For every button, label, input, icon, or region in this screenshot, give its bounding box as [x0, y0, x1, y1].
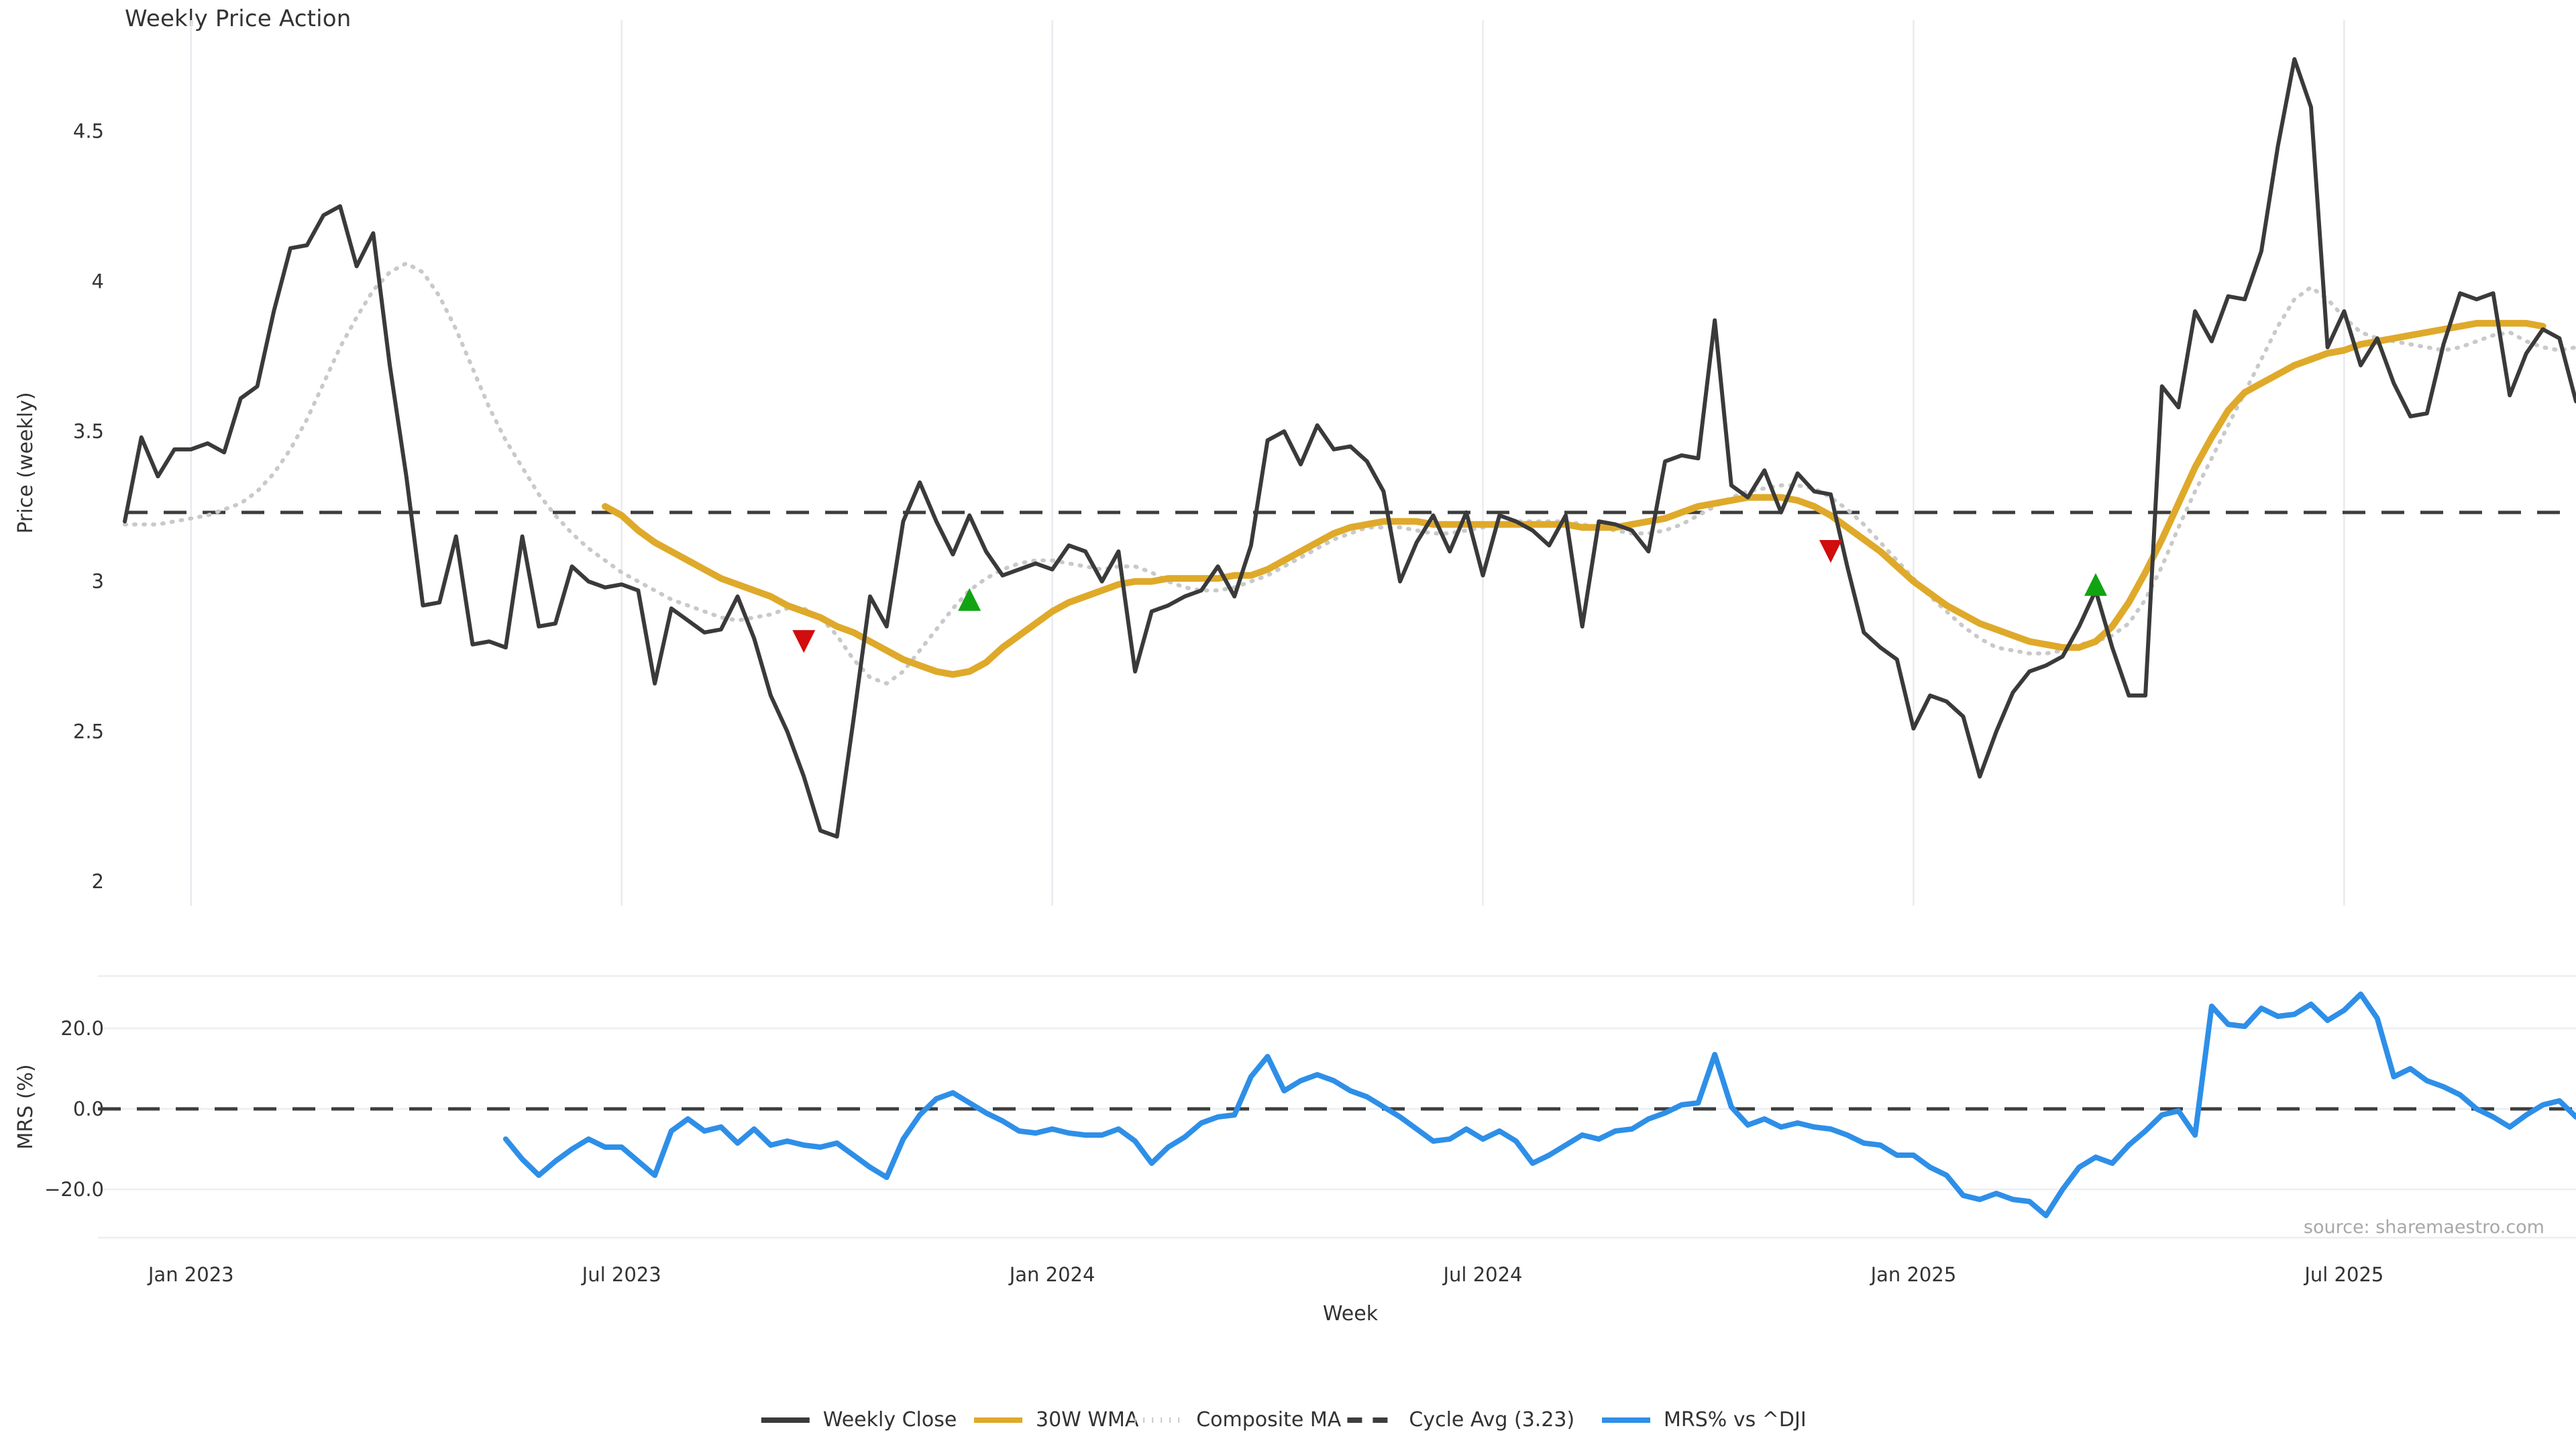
- mrs-line: [502, 991, 2576, 1218]
- x-ticks: Jan 2023 Jul 2023 Jan 2024 Jul 2024 Jan 2025…: [147, 1263, 2383, 1286]
- mrs-axis-label: MRS (%): [14, 1064, 38, 1149]
- legend-label-composite-ma: Composite MA: [1196, 1408, 1342, 1432]
- x-tick-4: Jan 2025: [1870, 1263, 1957, 1286]
- chart-legend: Weekly Close 30W WMA Composite MA Cycle Avg…: [761, 1408, 1807, 1432]
- mrs-ytick-2: −20.0: [44, 1178, 104, 1201]
- gridlines: [190, 20, 2345, 906]
- mrs-ytick-0: 20.0: [60, 1017, 104, 1040]
- wma-30w-line: [601, 319, 2546, 678]
- x-tick-0: Jan 2023: [147, 1263, 234, 1286]
- legend-item-composite-ma: Composite MA: [1134, 1408, 1342, 1432]
- price-y-ticks: 4.5 4 3.5 3 2.5 2: [73, 120, 104, 894]
- buy-marker-3: [2084, 573, 2108, 596]
- x-tick-2: Jan 2024: [1008, 1263, 1095, 1286]
- price-ytick-4: 2.5: [73, 720, 104, 743]
- x-axis-label: Week: [1323, 1302, 1379, 1326]
- mrs-y-ticks: 20.00.0−20.0: [44, 1017, 104, 1201]
- chart-title: Weekly Price Action: [125, 5, 352, 32]
- sell-marker-0: [792, 630, 816, 653]
- price-ytick-3: 3: [92, 570, 104, 593]
- x-tick-3: Jul 2024: [1442, 1263, 1523, 1286]
- legend-label-wma-30w: 30W WMA: [1036, 1408, 1139, 1432]
- composite-ma-line: [123, 261, 2576, 686]
- legend-item-cycle-avg: Cycle Avg (3.23): [1347, 1408, 1574, 1432]
- price-ytick-5: 2: [92, 870, 104, 893]
- buy-marker-1: [958, 588, 981, 611]
- source-attribution: source: sharemaestro.com: [2304, 1217, 2544, 1238]
- price-axis-label: Price (weekly): [14, 392, 38, 533]
- price-ytick-0: 4.5: [73, 120, 104, 143]
- legend-item-mrs-pct: MRS% vs ^DJI: [1602, 1408, 1807, 1432]
- legend-item-weekly-close: Weekly Close: [761, 1408, 957, 1432]
- legend-label-weekly-close: Weekly Close: [823, 1408, 957, 1432]
- price-ytick-1: 4: [92, 270, 104, 292]
- legend-item-wma-30w: 30W WMA: [974, 1408, 1139, 1432]
- legend-label-cycle-avg: Cycle Avg (3.23): [1409, 1408, 1574, 1432]
- weekly-close-line: [123, 57, 2576, 839]
- signal-markers: [792, 540, 2108, 653]
- legend-label-mrs-pct: MRS% vs ^DJI: [1664, 1408, 1807, 1432]
- x-tick-5: Jul 2025: [2303, 1263, 2383, 1286]
- price-ytick-2: 3.5: [73, 420, 104, 443]
- x-tick-1: Jul 2023: [581, 1263, 661, 1286]
- mrs-gridlines: [98, 975, 2576, 1239]
- sell-marker-2: [1819, 540, 1842, 563]
